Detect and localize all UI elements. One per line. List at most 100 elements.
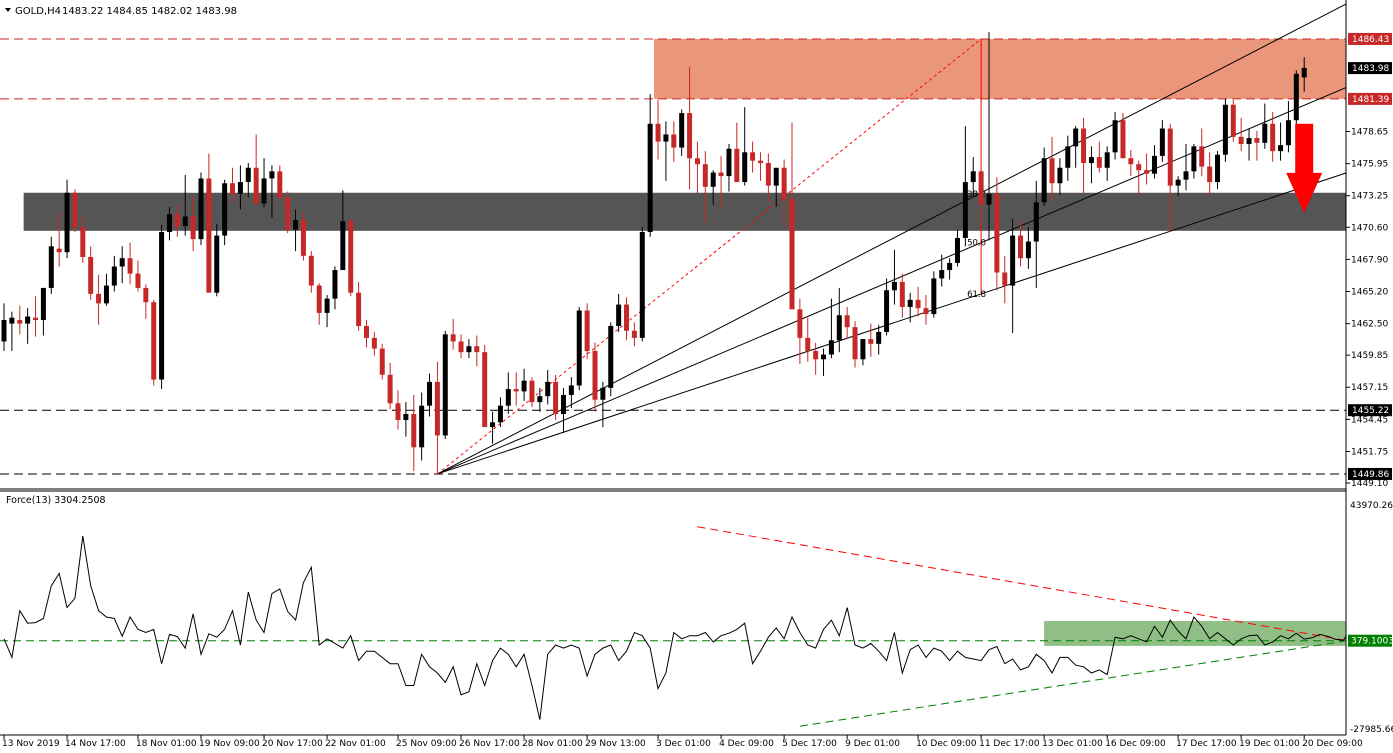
- candle-body: [726, 148, 732, 177]
- candle-body: [442, 334, 448, 436]
- candle: [836, 287, 842, 353]
- candle: [230, 167, 236, 203]
- candle: [119, 246, 125, 284]
- y-tick-label: 1457.15: [1351, 383, 1388, 393]
- candle: [537, 387, 543, 412]
- x-tick-label: 5 Dec 17:00: [782, 739, 837, 749]
- candle-body: [828, 340, 834, 355]
- candle-body: [513, 389, 519, 392]
- fib-label: 38.2: [967, 190, 986, 200]
- candle: [1010, 218, 1016, 334]
- candle: [781, 159, 787, 228]
- y-tick-label: 1467.90: [1351, 255, 1388, 265]
- candle: [316, 283, 322, 325]
- candle-body: [1041, 158, 1047, 203]
- candle: [844, 306, 850, 340]
- candle: [1, 303, 7, 351]
- x-tick-label: 14 Nov 17:00: [65, 739, 126, 749]
- candle-body: [1002, 272, 1008, 286]
- candle-body: [545, 381, 551, 397]
- candle-body: [750, 152, 756, 161]
- candle: [1120, 113, 1126, 159]
- candle: [1238, 117, 1244, 152]
- candle-body: [411, 414, 417, 448]
- candle: [17, 305, 23, 335]
- candle-body: [584, 310, 590, 351]
- candle-body: [497, 405, 503, 423]
- candle: [828, 298, 834, 359]
- candle: [868, 323, 874, 357]
- candle: [1104, 146, 1110, 181]
- price-tag-box: [1348, 62, 1392, 75]
- candle-body: [1254, 138, 1260, 143]
- candle: [458, 334, 464, 359]
- candle-body: [33, 317, 39, 321]
- price-levels: [0, 38, 1346, 475]
- candle-body: [466, 346, 472, 353]
- candle: [222, 179, 228, 246]
- candle: [978, 170, 984, 224]
- candle-body: [1230, 104, 1236, 137]
- candle-body: [915, 299, 921, 309]
- indicator-trendline: [799, 640, 1344, 727]
- candle: [679, 109, 685, 156]
- ohlc-label: 1483.22 1484.85 1482.02 1483.98: [62, 6, 237, 17]
- candle: [490, 411, 496, 444]
- candle-body: [269, 171, 275, 179]
- candle-body: [190, 216, 196, 240]
- candle-body: [379, 348, 385, 375]
- x-tick-label: 13 Nov 2019: [2, 739, 60, 749]
- candle: [568, 377, 574, 409]
- candle: [553, 374, 559, 420]
- candle: [694, 141, 700, 194]
- x-tick-label: 29 Nov 13:00: [585, 739, 646, 749]
- candle-body: [1104, 152, 1110, 168]
- candle-body: [781, 167, 787, 199]
- candle: [135, 260, 141, 292]
- candle-body: [135, 273, 141, 288]
- indicator-zone-rect: [1044, 621, 1346, 646]
- price-tag-label: 1481.39: [1352, 95, 1389, 105]
- candle-body: [1167, 128, 1173, 186]
- candle: [655, 99, 661, 160]
- candle: [371, 331, 377, 356]
- x-tick-label: 3 Dec 01:00: [656, 739, 711, 749]
- x-tick-label: 9 Dec 01:00: [845, 739, 900, 749]
- candle: [1081, 117, 1087, 194]
- candle-body: [671, 134, 677, 148]
- candle: [891, 249, 897, 305]
- candle: [206, 153, 212, 293]
- price-tag: 1455.22: [1348, 404, 1392, 417]
- candle-body: [718, 172, 724, 177]
- indicator-current-box: [1348, 634, 1392, 647]
- candle-body: [954, 237, 960, 263]
- candle: [411, 394, 417, 472]
- indicator-trendline: [697, 526, 1344, 641]
- candle-body: [962, 182, 968, 238]
- dropdown-arrow-icon[interactable]: [5, 8, 11, 12]
- x-tick-label: 22 Nov 01:00: [325, 739, 386, 749]
- candle: [923, 295, 929, 325]
- candle-body: [639, 232, 645, 338]
- candle-body: [994, 193, 1000, 273]
- candle-body: [119, 258, 125, 267]
- candle-body: [1073, 128, 1079, 147]
- candle: [1301, 57, 1307, 92]
- candle-body: [757, 160, 763, 164]
- candle-body: [1081, 128, 1087, 164]
- candle-body: [72, 192, 78, 228]
- price-zones: [23, 38, 1346, 231]
- candle-body: [600, 387, 606, 400]
- candle: [166, 207, 172, 241]
- x-tick-label: 13 Dec 01:00: [1042, 739, 1103, 749]
- candle-body: [1183, 171, 1189, 180]
- candle: [994, 177, 1000, 291]
- candle: [1278, 122, 1284, 161]
- candle: [907, 292, 913, 323]
- candle-body: [1096, 157, 1102, 168]
- candle-body: [387, 374, 393, 404]
- candle: [813, 342, 819, 375]
- candle-body: [371, 337, 377, 349]
- candle-body: [1238, 136, 1244, 144]
- candle: [1285, 101, 1291, 153]
